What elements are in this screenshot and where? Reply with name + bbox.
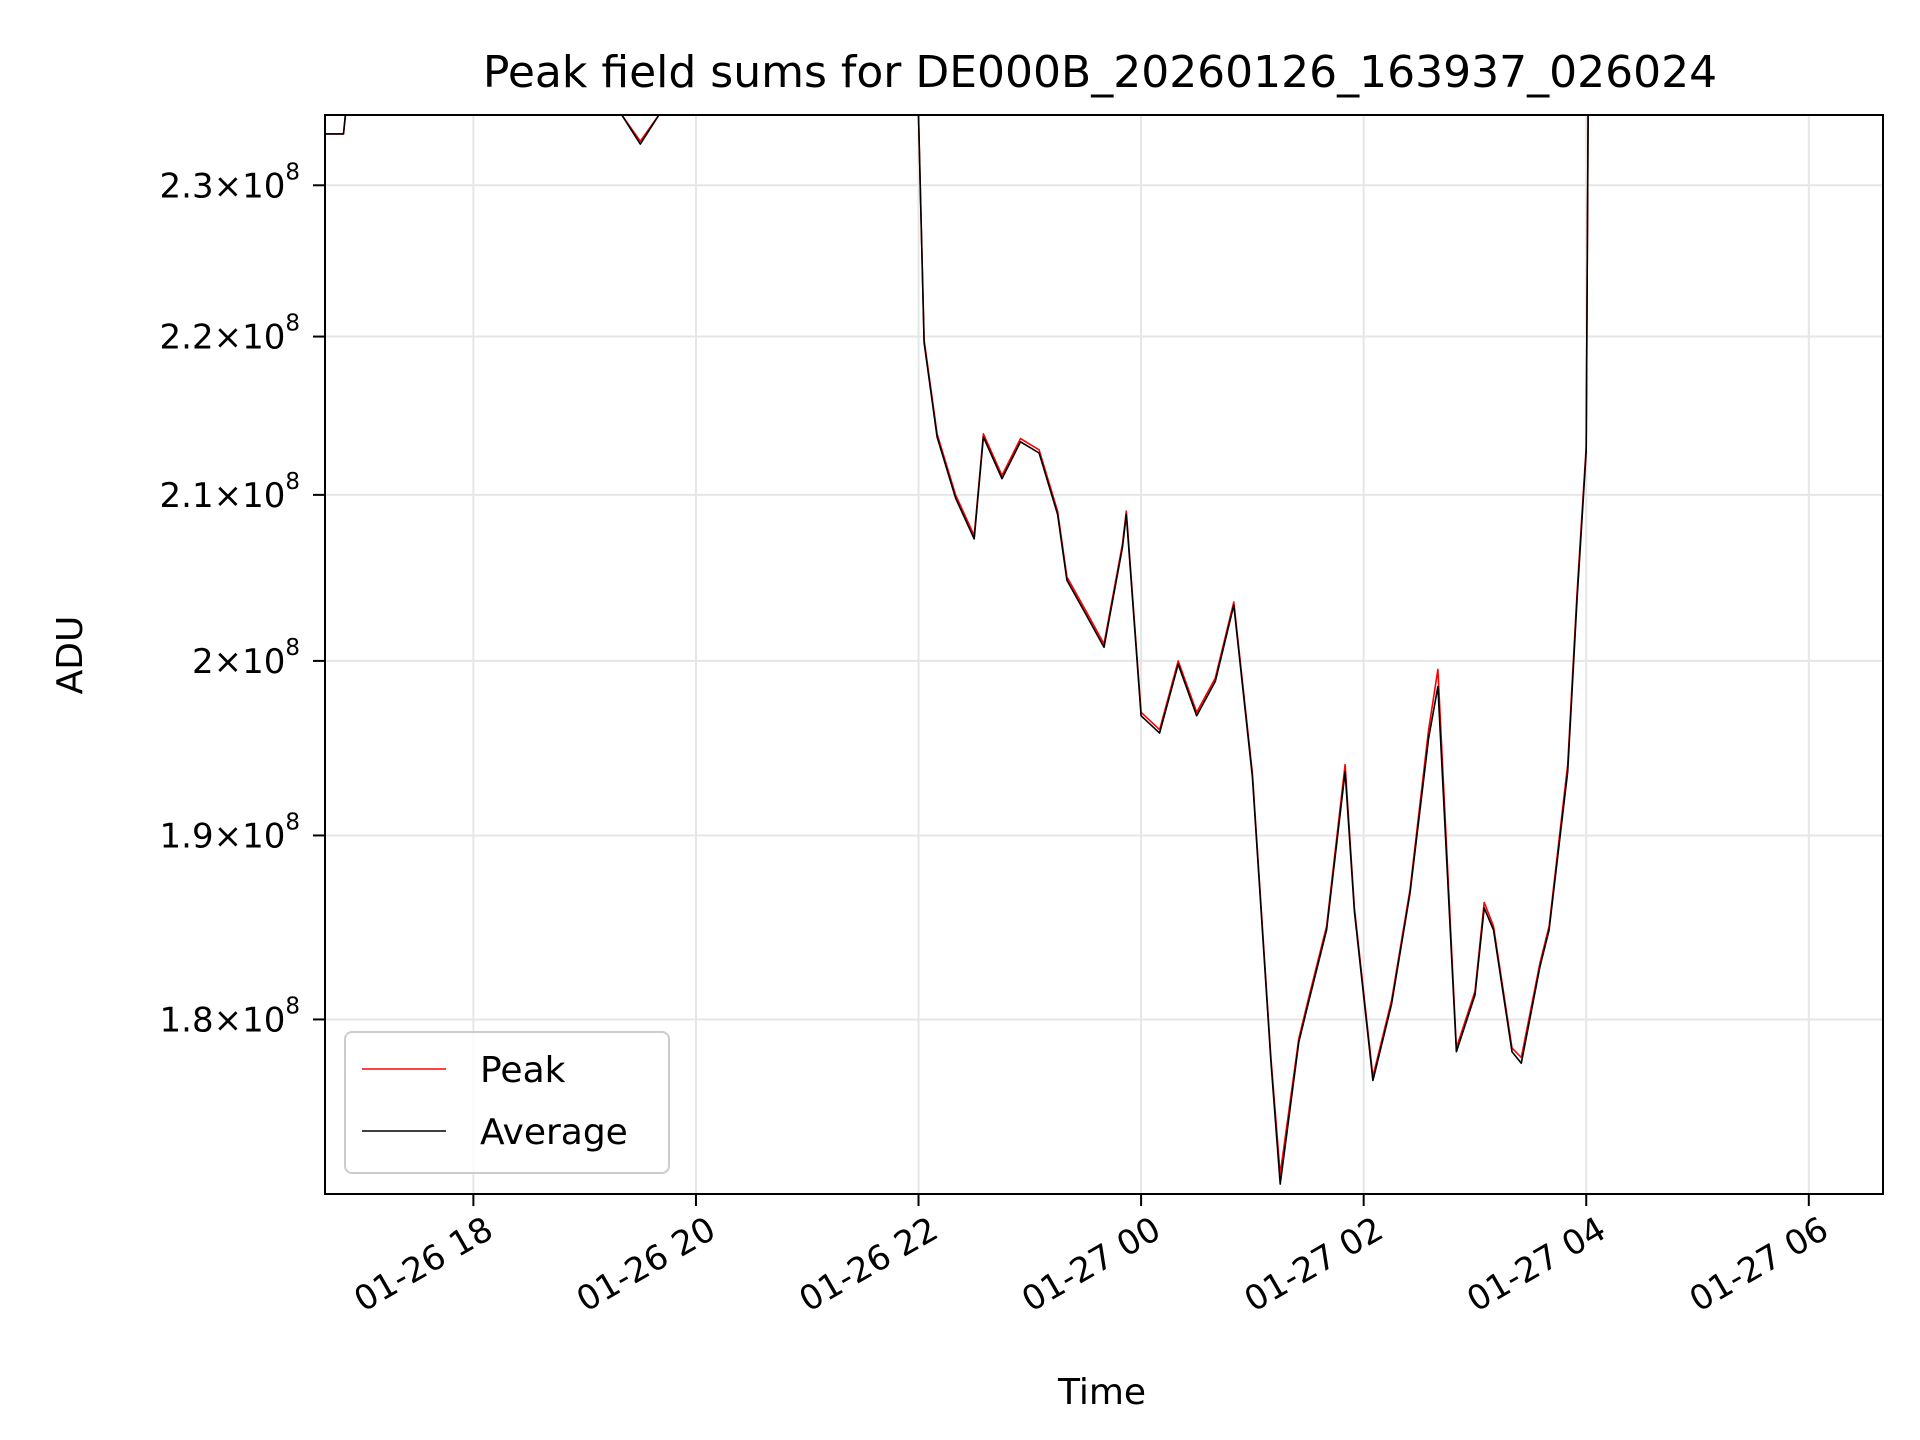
legend: Peak Average <box>344 1031 670 1174</box>
y-tick-label: 2.1×108 <box>160 469 300 516</box>
chart-title: Peak field sums for DE000B_20260126_1639… <box>483 47 1717 98</box>
y-tick-label: 2×108 <box>192 635 300 682</box>
y-axis-label: ADU <box>50 616 91 695</box>
plot-lines <box>325 114 1883 1185</box>
y-tick-label: 1.9×108 <box>160 809 300 856</box>
y-tick-label: 2.3×108 <box>160 159 300 206</box>
x-axis-label: Time <box>1057 1372 1146 1413</box>
plot-frame <box>324 114 1884 1195</box>
y-tick-label: 1.8×108 <box>160 993 300 1040</box>
grid <box>325 115 1883 1194</box>
legend-box <box>344 1031 670 1174</box>
y-axis: 1.8×108 1.9×108 2×108 2.1×108 2.2×108 2.3×108 <box>160 159 325 1040</box>
y-tick-label: 2.2×108 <box>160 311 300 358</box>
legend-label-peak: Peak <box>480 1050 566 1091</box>
series-average-line <box>325 114 1883 1185</box>
legend-label-average: Average <box>480 1112 628 1153</box>
